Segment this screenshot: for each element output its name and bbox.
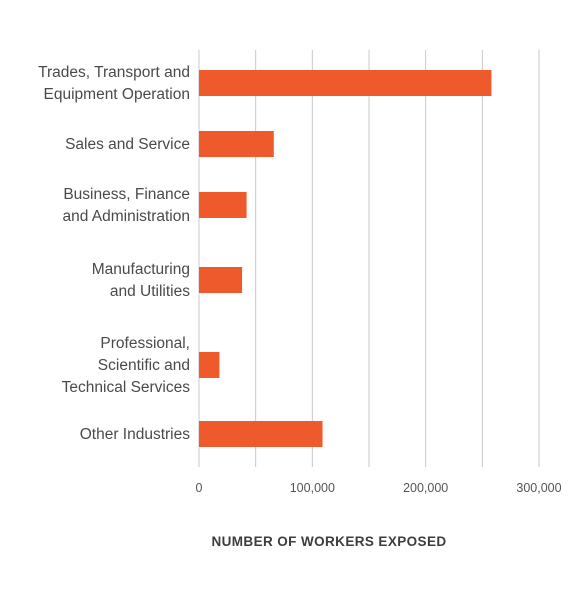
category-label-line: Other Industries (80, 426, 191, 443)
x-tick-label: 300,000 (516, 481, 561, 495)
category-label: Sales and Service (65, 136, 190, 153)
category-label-line: Equipment Operation (44, 86, 190, 103)
bar (199, 192, 247, 218)
bar (199, 70, 492, 96)
x-tick-labels: 0 100,000 200,000 300,000 (196, 481, 562, 495)
bars (199, 70, 492, 447)
category-label-line: Technical Services (62, 379, 191, 396)
x-tick-label: 200,000 (403, 481, 448, 495)
gridlines (198, 50, 540, 467)
category-label: Professional, Scientific and Technical Ser… (62, 335, 191, 396)
category-label-line: Sales and Service (65, 136, 190, 153)
x-tick-label: 100,000 (290, 481, 335, 495)
category-label-line: Professional, (100, 335, 190, 352)
category-label-line: Trades, Transport and (38, 64, 190, 81)
category-label-line: and Administration (62, 208, 190, 225)
category-labels: Trades, Transport and Equipment Operation… (38, 64, 190, 443)
category-label: Other Industries (80, 426, 191, 443)
x-axis-title: NUMBER OF WORKERS EXPOSED (211, 534, 446, 549)
category-label-line: Scientific and (98, 357, 190, 374)
category-label: Business, Finance and Administration (62, 186, 190, 225)
x-tick-label: 0 (196, 481, 203, 495)
bar (199, 421, 323, 447)
bar (199, 131, 274, 157)
category-label-line: Business, Finance (63, 186, 190, 203)
bar (199, 352, 220, 378)
bar (199, 267, 243, 293)
category-label: Manufacturing and Utilities (92, 261, 190, 300)
category-label: Trades, Transport and Equipment Operation (38, 64, 190, 103)
category-label-line: Manufacturing (92, 261, 190, 278)
category-label-line: and Utilities (110, 283, 190, 300)
